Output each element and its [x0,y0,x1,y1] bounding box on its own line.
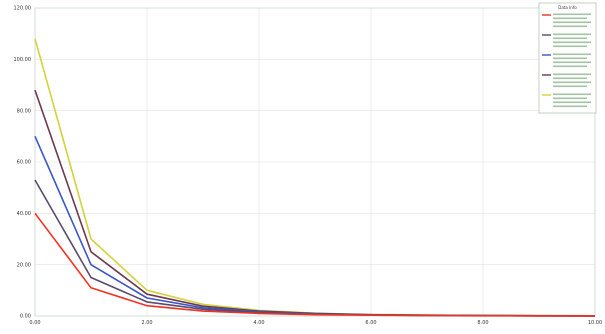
legend-entry-text [553,45,587,48]
legend-entry-text [553,93,591,96]
plot-frame [34,7,596,317]
y-tick-label: 20.00 [17,262,31,268]
series-group [34,38,596,317]
legend-entry-text [553,53,591,56]
legend-entry-text [553,81,591,84]
legend: Data Info [538,2,597,114]
y-tick-label: 0.00 [20,314,31,320]
x-tick-label: 6.00 [365,320,376,326]
legend-entry-text [553,73,591,76]
x-tick-label: 0.00 [29,320,40,326]
grid [34,7,596,317]
y-tick-label: 60.00 [17,160,31,166]
series-line-1 [34,38,596,317]
legend-entry-text [553,57,587,60]
legend-entry-text [553,97,587,100]
x-tick-label: 10.00 [588,320,602,326]
y-tick-label: 100.00 [14,57,32,63]
x-tick-label: 4.00 [253,320,264,326]
legend-entry-text [553,101,591,104]
legend-entry-text [553,21,591,24]
legend-entry-text [553,17,587,20]
legend-entry-text [553,61,591,64]
legend-entry-text [553,105,587,108]
y-tick-label: 40.00 [17,211,31,217]
series-line-4 [34,179,596,317]
y-tick-label: 80.00 [17,108,31,114]
legend-entry-text [553,13,591,16]
legend-title: Data Info [558,5,577,10]
tick-labels: 0.00 20.00 40.00 60.00 80.00 100.00 120.00 0.00… [14,6,603,326]
x-tick-label: 8.00 [477,320,488,326]
legend-entry-text [553,85,587,88]
x-tick-label: 2.00 [141,320,152,326]
legend-entry-text [553,41,591,44]
y-tick-label: 120.00 [14,6,32,12]
legend-entry-text [553,33,591,36]
legend-entry-text [553,65,587,68]
legend-entry-text [553,37,587,40]
legend-entry-text [553,25,587,28]
legend-entry-text [553,77,587,80]
series-line-5 [34,212,595,317]
axes [34,7,596,317]
